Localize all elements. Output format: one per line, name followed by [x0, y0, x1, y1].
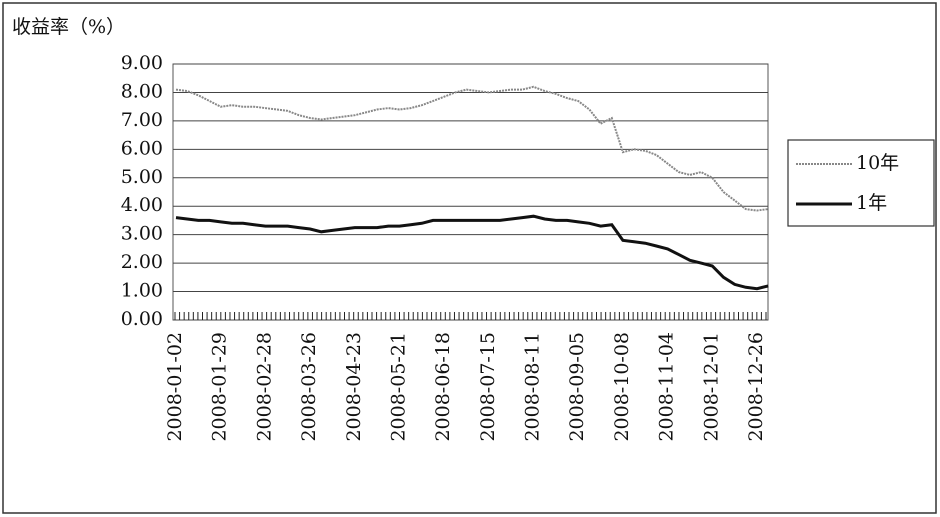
y-tick-label: 7.00	[121, 109, 163, 131]
y-tick-label: 1.00	[121, 280, 163, 302]
x-tick-label: 2008-12-01	[700, 332, 722, 442]
legend-label: 1年	[856, 192, 887, 214]
y-tick-label: 4.00	[121, 194, 163, 216]
x-tick-label: 2008-07-15	[477, 332, 499, 442]
series-line	[175, 214, 769, 291]
x-tick-label: 2008-06-18	[432, 332, 454, 442]
legend-box	[787, 139, 935, 227]
y-tick-label: 5.00	[121, 166, 163, 188]
y-tick-label: 8.00	[121, 80, 163, 102]
y-tick-label: 2.00	[121, 251, 163, 273]
y-tick-label: 3.00	[121, 223, 163, 245]
series-line	[175, 85, 769, 212]
x-tick-label: 2008-01-02	[164, 332, 186, 442]
x-tick-label: 2008-10-08	[611, 332, 633, 442]
x-tick-label: 2008-05-21	[387, 332, 409, 442]
x-tick-label: 2008-11-04	[656, 332, 678, 442]
x-tick-label: 2008-02-28	[253, 332, 275, 442]
x-tick-label: 2008-01-29	[209, 332, 231, 442]
chart-title: 收益率（%）	[12, 16, 125, 38]
x-tick-label: 2008-03-26	[298, 332, 320, 442]
x-tick-label: 2008-09-05	[566, 332, 588, 442]
legend-label: 10年	[856, 152, 899, 174]
plot-area	[172, 63, 769, 321]
y-tick-label: 9.00	[121, 52, 163, 74]
x-tick-label: 2008-12-26	[745, 332, 767, 442]
x-tick-label: 2008-04-23	[343, 332, 365, 442]
y-tick-label: 6.00	[121, 137, 163, 159]
y-tick-label: 0.00	[121, 308, 163, 330]
x-tick-label: 2008-08-11	[522, 332, 544, 442]
